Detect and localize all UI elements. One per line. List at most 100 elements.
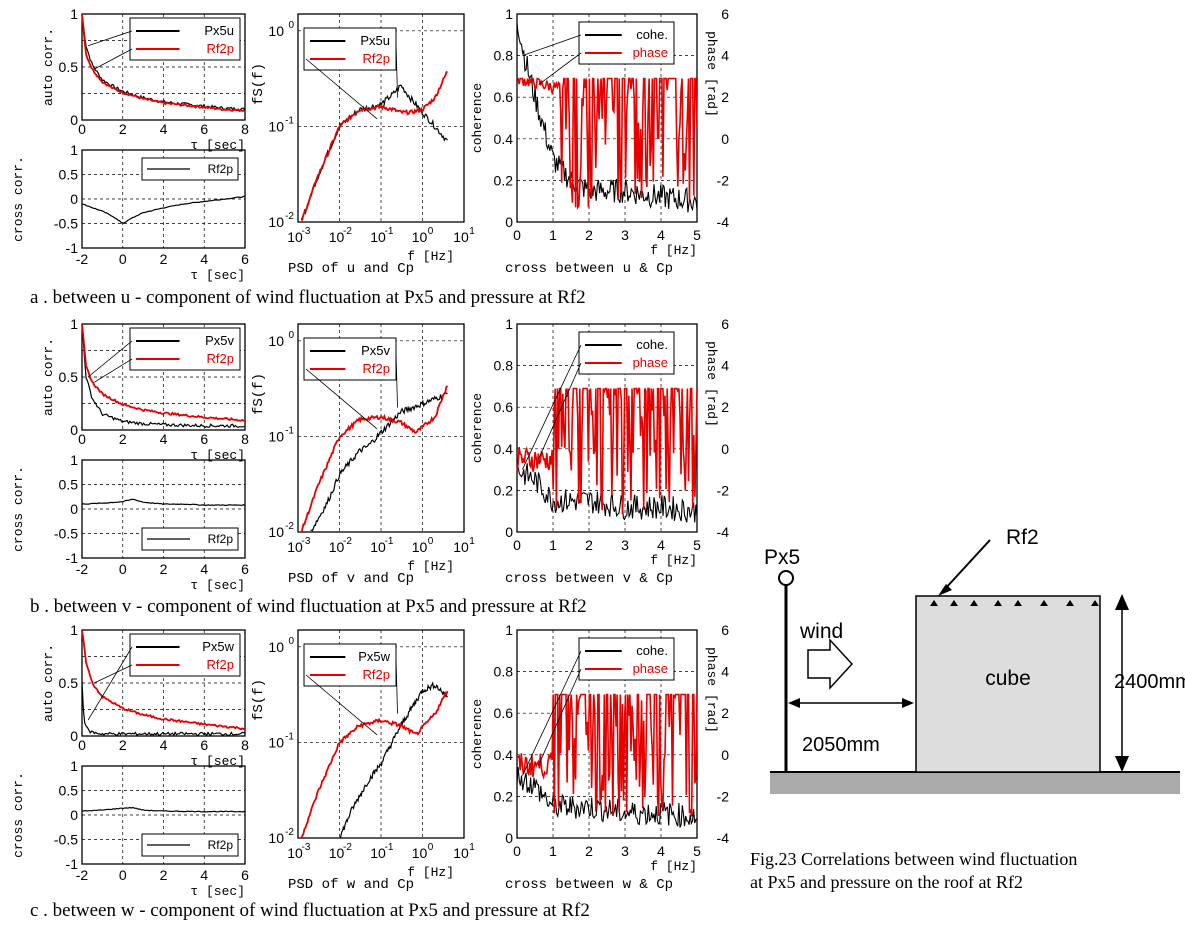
x-tick-label: 10: [412, 845, 428, 861]
x-tick-label: 4: [160, 431, 168, 447]
x-axis-label: τ [sec]: [190, 268, 245, 283]
leader-line: [538, 668, 582, 766]
x-tick-exponent: -1: [385, 842, 394, 853]
x-tick-label: 10: [370, 229, 386, 245]
auto-corr-panel-u: 0 2 4 6 8 0 0.5 1 τ [sec] auto corr. Px5u Rf2p: [41, 6, 249, 153]
y2-tick-label: -4: [717, 524, 730, 540]
wind-arrow-icon: [807, 638, 854, 690]
y-axis-label: coherence: [470, 393, 485, 463]
y2-tick-label: -2: [717, 788, 730, 804]
coherence-panel-v: 0 1 2 3 4 5 0 0.2 0.4 0.6 0.8 1 -4 -2 0 2 4 6 f [Hz] cross …: [470, 316, 729, 587]
x-tick-exponent: -1: [385, 226, 394, 237]
legend-box: [129, 17, 241, 61]
legend-label: cohe.: [636, 337, 668, 352]
y-tick-label: -0.5: [54, 216, 78, 232]
y-axis-label: coherence: [470, 699, 485, 769]
y2-tick-label: -2: [717, 172, 730, 188]
x-tick-label: 0: [119, 867, 127, 883]
x-tick-label: 10: [329, 539, 345, 555]
x-tick-exponent: 1: [469, 226, 475, 237]
fig-caption-line2: at Px5 and pressure on the roof at Rf2: [750, 872, 1023, 892]
y2-tick-label: 0: [721, 747, 729, 763]
pressure-taps: [930, 600, 1099, 606]
legend-box: [303, 27, 397, 71]
y2-tick-label: -2: [717, 482, 730, 498]
x-tick-label: 2: [160, 251, 168, 267]
x-tick-label: 2: [160, 561, 168, 577]
px5-label: Px5: [764, 546, 800, 569]
y-tick-label: 0.8: [494, 48, 514, 64]
legend-label: Px5v: [205, 333, 234, 348]
y2-tick-label: 2: [721, 89, 729, 105]
x-tick-label: 3: [621, 843, 629, 859]
series-line-black: [516, 766, 698, 828]
x-tick-label: 2: [119, 737, 127, 753]
series-line-black: [81, 806, 246, 813]
x-tick-label: 10: [287, 845, 303, 861]
leader-line: [395, 656, 398, 714]
y2-axis-label: phase [rad]: [704, 31, 719, 117]
x-tick-exponent: 0: [428, 226, 434, 237]
leader-line: [522, 650, 582, 776]
x-axis-label: f [Hz]: [650, 243, 697, 258]
series-line-black: [339, 681, 448, 838]
x-tick-label: 10: [329, 845, 345, 861]
y-tick-label: 0.4: [494, 747, 514, 763]
x-tick-exponent: 1: [469, 536, 475, 547]
auto-corr-panel-w: 0 2 4 6 8 0 0.5 1 τ [sec] auto corr. Px5w Rf2p: [41, 622, 249, 769]
x-tick-label: 4: [200, 561, 208, 577]
y-tick-label: 10: [268, 333, 284, 349]
y-tick-label: 1: [70, 758, 78, 774]
x-tick-label: 8: [241, 737, 249, 753]
y-tick-label: 0: [505, 830, 513, 846]
x-tick-label: 10: [453, 539, 469, 555]
distance-label: 2050mm: [802, 734, 880, 756]
chart-panels: 0 2 4 6 8 0 0.5 1 τ [sec] auto corr. Px5u Rf2p -2 0 2 4…: [11, 6, 729, 899]
psd-panel-u: 10-3 10-2 10-1 10 0 10 110 -210 -110 0f [Hz]PSD o…: [251, 13, 475, 277]
y2-tick-label: 4: [721, 664, 729, 680]
y-tick-label: -1: [66, 550, 79, 566]
y-tick-label: -1: [66, 240, 79, 256]
y-tick-label: 1: [70, 452, 78, 468]
y2-axis-label: phase [rad]: [704, 341, 719, 427]
legend-box: [129, 327, 241, 371]
x-axis-label: τ [sec]: [190, 578, 245, 593]
y-tick-label: 1: [70, 316, 78, 332]
y-tick-label: 0.5: [59, 477, 79, 493]
y-axis-label: cross corr.: [11, 466, 26, 552]
series-line-red: [300, 690, 449, 838]
y2-tick-label: 4: [721, 48, 729, 64]
y-tick-label: 0.5: [59, 167, 79, 183]
cube-label: cube: [985, 667, 1031, 690]
y-tick-label: -1: [66, 856, 79, 872]
x-tick-label: 2: [585, 227, 593, 243]
x-tick-exponent: -3: [302, 842, 311, 853]
legend-label: Rf2p: [207, 351, 234, 366]
x-tick-label: 10: [453, 229, 469, 245]
x-tick-label: 10: [412, 229, 428, 245]
y-tick-label: 0.5: [59, 783, 79, 799]
y-tick-label: 0: [70, 422, 78, 438]
psd-series: [300, 70, 448, 222]
y-tick-exponent: -2: [285, 521, 294, 532]
y-tick-label: 0.5: [59, 675, 79, 691]
y-tick-label: 0: [70, 728, 78, 744]
x-tick-label: 2: [160, 867, 168, 883]
plot-frame: [81, 323, 246, 431]
leader-line: [305, 58, 378, 120]
y2-tick-label: 4: [721, 358, 729, 374]
x-tick-label: 1: [549, 537, 557, 553]
series-line-red: [81, 630, 246, 731]
leader-line: [395, 40, 398, 98]
y-tick-label: 1: [505, 6, 513, 22]
legend-label: Px5u: [360, 33, 390, 48]
caption-row-c: c . between w - component of wind fluctu…: [30, 900, 590, 921]
y-tick-label: 0.2: [494, 788, 514, 804]
x-tick-label: 0: [119, 561, 127, 577]
legend-label: phase: [633, 355, 668, 370]
x-tick-label: 6: [241, 867, 249, 883]
legend-label: phase: [633, 45, 668, 60]
x-tick-label: 4: [657, 227, 665, 243]
wind-label: wind: [799, 620, 843, 643]
y-tick-exponent: -2: [285, 827, 294, 838]
